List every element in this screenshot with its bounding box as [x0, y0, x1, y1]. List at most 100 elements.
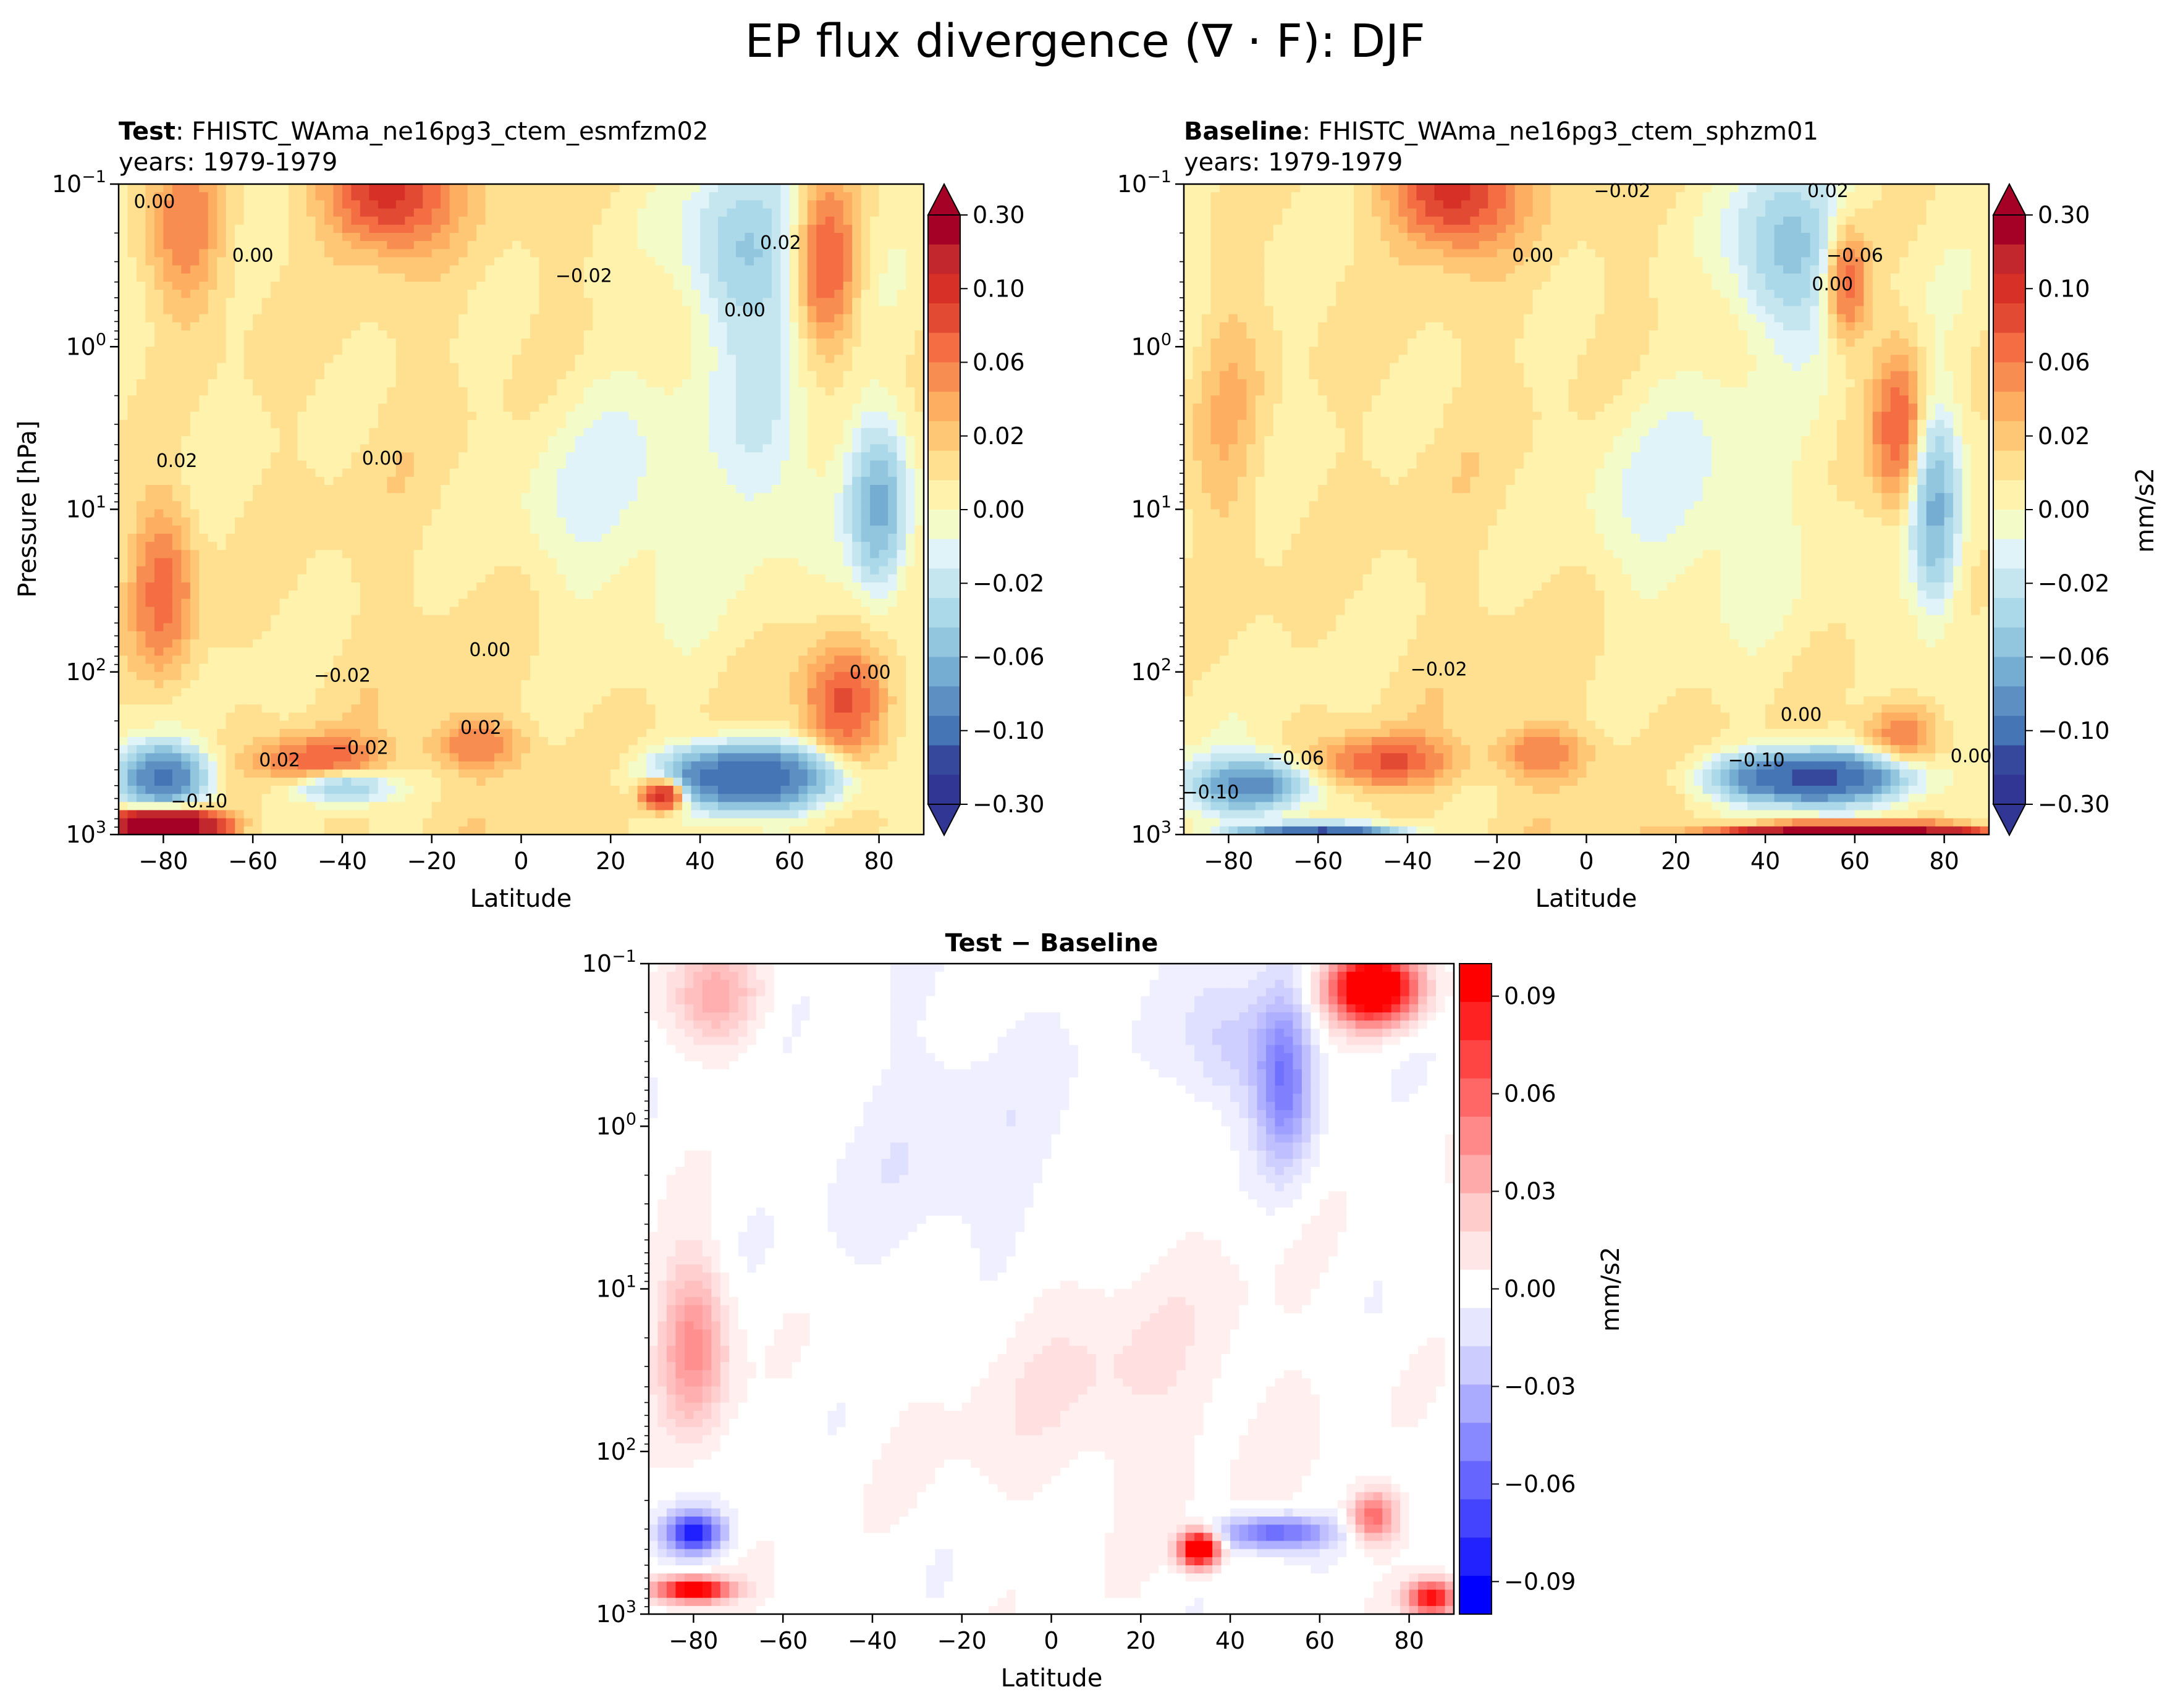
- field-cell: [441, 347, 450, 356]
- field-cell: [413, 257, 424, 266]
- field-cell: [539, 476, 549, 486]
- field-cell: [395, 339, 406, 348]
- field-cell: [360, 257, 370, 266]
- field-cell: [565, 468, 576, 477]
- field-cell: [217, 745, 227, 754]
- field-cell: [271, 200, 281, 209]
- field-cell: [235, 623, 245, 632]
- field-cell: [136, 826, 146, 835]
- field-cell: [315, 712, 325, 721]
- field-cell: [637, 550, 647, 559]
- field-cell: [395, 468, 406, 477]
- field-cell: [601, 720, 612, 730]
- field-cell: [476, 769, 486, 778]
- field-cell: [378, 241, 388, 250]
- field-cell: [306, 444, 316, 453]
- field-cell: [431, 330, 441, 339]
- field-cell: [253, 509, 263, 518]
- field-cell: [413, 371, 424, 380]
- field-cell: [423, 436, 433, 445]
- field-cell: [601, 753, 612, 762]
- field-cell: [369, 599, 379, 608]
- field-cell: [217, 265, 227, 274]
- field-cell: [512, 712, 522, 721]
- field-cell: [208, 501, 218, 510]
- field-cell: [557, 688, 567, 697]
- field-cell: [593, 200, 602, 209]
- field-cell: [646, 663, 656, 673]
- field-cell: [593, 655, 602, 665]
- field-cell: [297, 655, 307, 665]
- field-cell: [423, 599, 433, 608]
- field-cell: [646, 712, 656, 721]
- field-cell: [360, 347, 370, 356]
- field-cell: [485, 379, 495, 388]
- field-cell: [306, 314, 316, 323]
- field-cell: [208, 810, 218, 819]
- field-cell: [655, 411, 665, 421]
- field-cell: [619, 298, 630, 307]
- field-cell: [127, 728, 137, 738]
- field-cell: [253, 704, 263, 713]
- field-cell: [628, 427, 638, 437]
- field-cell: [163, 379, 173, 388]
- field-cell: [512, 777, 522, 786]
- field-cell: [136, 769, 146, 778]
- field-cell: [637, 607, 647, 616]
- field-cell: [583, 631, 594, 640]
- field-cell: [154, 290, 164, 299]
- field-cell: [575, 419, 585, 429]
- field-cell: [271, 509, 281, 518]
- field-cell: [593, 363, 602, 372]
- field-cell: [243, 566, 253, 575]
- field-cell: [610, 639, 620, 649]
- field-cell: [405, 241, 415, 250]
- field-cell: [217, 631, 227, 640]
- field-cell: [539, 379, 549, 388]
- field-cell: [226, 818, 236, 827]
- field-cell: [181, 753, 191, 762]
- field-cell: [289, 542, 298, 551]
- field-cell: [127, 712, 137, 721]
- field-cell: [136, 761, 146, 770]
- field-cell: [235, 509, 245, 518]
- field-cell: [646, 777, 656, 786]
- field-cell: [172, 761, 182, 770]
- field-cell: [199, 452, 209, 461]
- field-cell: [610, 468, 620, 477]
- field-cell: [199, 558, 209, 567]
- field-cell: [154, 371, 164, 380]
- field-cell: [637, 810, 647, 819]
- field-cell: [547, 298, 558, 307]
- field-cell: [360, 192, 370, 201]
- field-cell: [405, 265, 415, 274]
- field-cell: [342, 542, 352, 551]
- field-cell: [395, 200, 406, 209]
- field-cell: [423, 631, 433, 640]
- field-cell: [637, 452, 647, 461]
- field-cell: [423, 802, 433, 811]
- field-cell: [664, 184, 674, 193]
- field-cell: [503, 509, 513, 518]
- field-cell: [503, 615, 513, 624]
- field-cell: [119, 566, 129, 575]
- field-cell: [261, 485, 271, 494]
- field-cell: [279, 509, 289, 518]
- panel-test-subtitle: years: 1979-1979: [119, 148, 337, 177]
- field-cell: [601, 818, 612, 827]
- field-cell: [261, 607, 271, 616]
- field-cell: [172, 558, 182, 567]
- field-cell: [208, 753, 218, 762]
- field-cell: [145, 550, 155, 559]
- field-cell: [610, 679, 620, 689]
- field-cell: [289, 631, 298, 640]
- field-cell: [387, 769, 397, 778]
- field-cell: [315, 314, 325, 323]
- field-cell: [136, 257, 146, 266]
- field-cell: [387, 419, 397, 429]
- field-cell: [628, 298, 638, 307]
- field-cell: [521, 818, 531, 827]
- field-cell: [593, 347, 602, 356]
- field-cell: [279, 403, 289, 413]
- field-cell: [163, 330, 173, 339]
